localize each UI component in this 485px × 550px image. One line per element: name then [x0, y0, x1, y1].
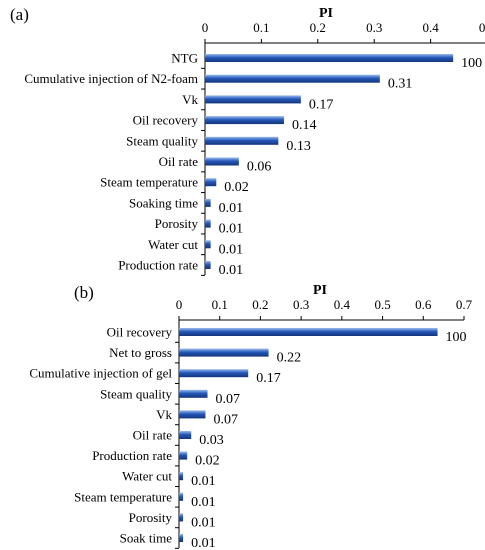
- bar-a: [205, 178, 217, 187]
- x-axis-title-b: PI: [313, 283, 327, 298]
- data-label-b: 0.07: [216, 392, 241, 407]
- data-label-a: 0.31: [388, 77, 413, 92]
- category-label-b: Cumulative injection of gel: [29, 366, 172, 381]
- bar-a: [205, 198, 211, 207]
- category-label-a: Porosity: [155, 216, 199, 231]
- category-label-b: Net to gross: [109, 345, 172, 360]
- data-label-a: 0.13: [286, 139, 311, 154]
- bar-b: [179, 431, 192, 439]
- bars-b: [179, 328, 438, 542]
- data-label-b: 0.01: [191, 536, 216, 550]
- data-label-a: 0.01: [219, 242, 244, 257]
- data-label-a: 0.01: [219, 222, 244, 237]
- tick-labels-a: 0 0.1 0.2 0.3 0.4 0.5: [202, 20, 485, 35]
- axes-a: [201, 39, 485, 276]
- data-label-b: 0.02: [195, 454, 220, 469]
- bar-b: [179, 389, 208, 398]
- bar-b: [179, 410, 206, 419]
- bar-b: [179, 451, 188, 460]
- tick-labels-b: 0 0.1 0.2 0.3 0.4 0.5 0.6 0.7: [176, 297, 473, 312]
- category-label-a: Vk: [182, 92, 198, 107]
- chart-panel-b: (b) PI 0 0.1 0.2 0.3 0.4 0.5 0.6 0.7 Oil recove…: [29, 283, 472, 550]
- data-label-a: 0.14: [292, 118, 317, 133]
- category-label-a: Oil rate: [159, 154, 199, 169]
- panel-label-a: (a): [10, 5, 29, 24]
- category-labels-b: Oil recovery Net to gross Cumulative injec…: [29, 325, 172, 546]
- bar-a: [205, 219, 211, 228]
- data-label-a: 0.06: [247, 160, 272, 175]
- category-label-b: Steam quality: [100, 386, 172, 401]
- bar-a: [205, 74, 380, 83]
- category-label-b: Vk: [156, 407, 172, 422]
- data-label-a: 0.01: [219, 201, 244, 216]
- bar-a: [205, 95, 301, 104]
- data-label-b: 0.17: [256, 371, 281, 386]
- bars-a: [205, 54, 454, 269]
- category-label-a: Steam temperature: [100, 175, 198, 190]
- bar-b: [179, 328, 438, 336]
- value-labels-b: 100 0.22 0.17 0.07 0.07 0.03 0.02 0.01 0.01 0.01 0…: [191, 330, 466, 550]
- x-tick-label-b: 0.5: [374, 297, 390, 312]
- data-label-b: 0.01: [191, 474, 216, 489]
- data-label-a: 0.02: [224, 180, 249, 195]
- bar-b: [179, 369, 249, 378]
- category-label-b: Oil recovery: [107, 325, 173, 340]
- data-label-b: 0.03: [199, 433, 224, 448]
- data-label-a: 0.01: [219, 263, 244, 278]
- data-label-b: 100: [446, 330, 467, 345]
- bar-a: [205, 116, 284, 125]
- category-label-a: Production rate: [118, 258, 198, 273]
- category-label-b: Production rate: [92, 448, 172, 463]
- chart-panel-a: (a) PI 0 0.1 0.2 0.3 0.4 0.5 NTG Cumulative in…: [10, 5, 485, 278]
- category-label-a: Cumulative injection of N2-foam: [24, 71, 198, 86]
- category-label-b: Water cut: [122, 469, 172, 484]
- panel-label-b: (b): [74, 283, 94, 302]
- data-label-b: 0.07: [213, 412, 238, 427]
- x-tick-label-a: 0.4: [422, 20, 439, 35]
- bar-b: [179, 534, 184, 542]
- category-label-a: NTG: [171, 51, 198, 66]
- x-axis-title-a: PI: [319, 6, 333, 21]
- bar-a: [205, 261, 211, 269]
- category-label-a: Steam quality: [126, 133, 198, 148]
- category-label-b: Oil rate: [133, 428, 173, 443]
- bar-b: [179, 492, 184, 501]
- x-tick-label-a: 0.3: [366, 20, 382, 35]
- bar-a: [205, 54, 454, 62]
- category-label-a: Soaking time: [129, 195, 198, 210]
- category-label-a: Water cut: [148, 237, 198, 252]
- x-tick-label-a: 0.5: [479, 20, 485, 35]
- bar-a: [205, 136, 279, 145]
- category-label-b: Soak time: [120, 531, 173, 546]
- bar-b: [179, 513, 184, 522]
- x-tick-label-a: 0.2: [310, 20, 326, 35]
- data-label-b: 0.01: [191, 495, 216, 510]
- data-label-a: 100: [461, 56, 482, 71]
- category-label-b: Steam temperature: [74, 489, 172, 504]
- x-tick-label-b: 0.2: [252, 297, 268, 312]
- x-tick-label-b: 0: [176, 297, 183, 312]
- x-tick-label-b: 0.6: [415, 297, 432, 312]
- bar-b: [179, 348, 269, 357]
- data-label-a: 0.17: [309, 97, 334, 112]
- x-tick-label-b: 0.4: [334, 297, 351, 312]
- bar-a: [205, 157, 239, 166]
- data-label-b: 0.22: [277, 351, 302, 366]
- x-tick-label-a: 0.1: [253, 20, 269, 35]
- x-tick-label-b: 0.3: [293, 297, 309, 312]
- category-labels-a: NTG Cumulative injection of N2-foam Vk Oil …: [24, 51, 198, 273]
- category-label-a: Oil recovery: [133, 113, 199, 128]
- bar-b: [179, 472, 184, 481]
- x-tick-label-b: 0.7: [456, 297, 473, 312]
- bar-a: [205, 240, 211, 249]
- x-tick-label-b: 0.1: [212, 297, 228, 312]
- category-label-b: Porosity: [129, 510, 173, 525]
- data-label-b: 0.01: [191, 515, 216, 530]
- x-tick-label-a: 0: [202, 20, 209, 35]
- value-labels-a: 100 0.31 0.17 0.14 0.13 0.06 0.02 0.01 0.01 0.01 0…: [219, 56, 483, 278]
